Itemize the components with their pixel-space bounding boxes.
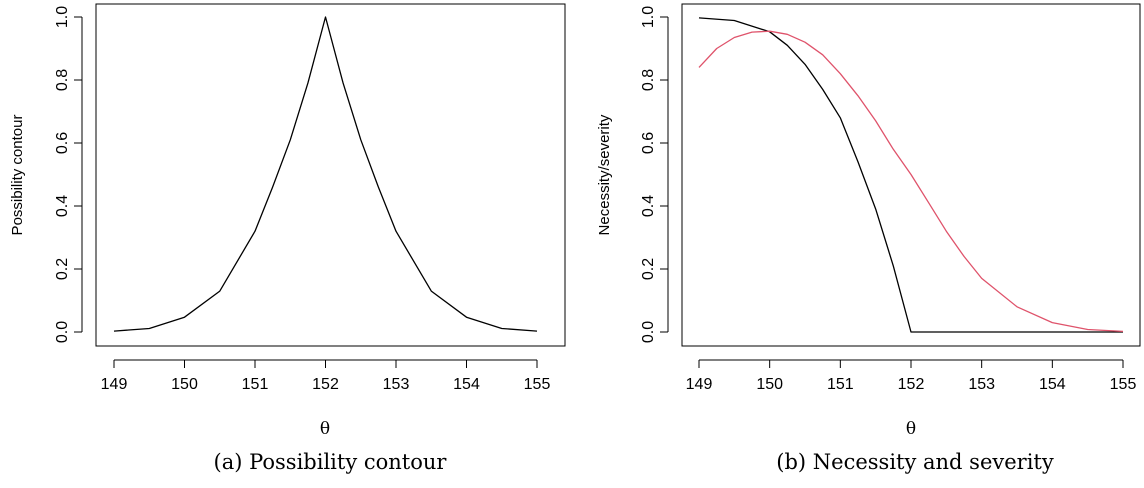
plot-frame (681, 3, 1141, 347)
x-axis-label: θ (906, 419, 916, 439)
y-tick-label: 0.6 (54, 132, 71, 154)
x-tick-label: 150 (756, 376, 783, 393)
y-tick-label: 0.2 (640, 258, 657, 280)
y-tick-label: 0.8 (640, 69, 657, 91)
y-tick-label: 0.4 (640, 195, 657, 217)
x-axis: 149 150 151 152 153 154 155 (101, 359, 551, 393)
x-tick-label: 151 (242, 376, 269, 393)
y-axis: 0.0 0.2 0.4 0.6 0.8 1.0 (640, 6, 669, 343)
y-tick-label: 1.0 (640, 6, 657, 28)
x-tick-label: 154 (1039, 376, 1066, 393)
caption-b: (b) Necessity and severity (776, 450, 1054, 474)
series-layer (698, 17, 1124, 333)
panel-b-necessity-severity: 149 150 151 152 153 154 155 0.0 0.2 0.4 0.6 0.8 1.0… (596, 3, 1141, 439)
x-tick-label: 151 (827, 376, 854, 393)
x-tick-label: 149 (101, 376, 128, 393)
x-axis: 149 150 151 152 153 154 155 (686, 359, 1137, 393)
y-axis: 0.0 0.2 0.4 0.6 0.8 1.0 (54, 6, 83, 343)
x-tick-label: 152 (312, 376, 339, 393)
y-tick-label: 0.0 (54, 321, 71, 343)
x-tick-label: 150 (171, 376, 198, 393)
y-tick-label: 0.8 (54, 69, 71, 91)
series-line-1 (113, 16, 538, 332)
y-tick-label: 1.0 (54, 6, 71, 28)
x-tick-label: 155 (1110, 376, 1137, 393)
x-tick-label: 154 (453, 376, 480, 393)
plot-frame (95, 3, 566, 347)
y-tick-label: 0.2 (54, 258, 71, 280)
x-tick-label: 152 (898, 376, 925, 393)
y-axis-label: Necessity/severity (596, 114, 613, 235)
series-line-2 (698, 30, 1124, 333)
x-tick-label: 153 (383, 376, 410, 393)
panel-a-possibility-contour: 149 150 151 152 153 154 155 0.0 0.2 0.4 0.6 0.8 1.0… (9, 3, 566, 439)
series-line-1 (698, 17, 1123, 333)
x-axis-label: θ (320, 419, 330, 439)
series-layer (113, 16, 538, 332)
x-tick-label: 153 (968, 376, 995, 393)
y-tick-label: 0.6 (640, 132, 657, 154)
x-tick-label: 149 (686, 376, 713, 393)
caption-a: (a) Possibility contour (213, 450, 447, 474)
y-tick-label: 0.4 (54, 195, 71, 217)
y-axis-label: Possibility contour (9, 115, 26, 236)
y-tick-label: 0.0 (640, 321, 657, 343)
x-tick-label: 155 (524, 376, 551, 393)
